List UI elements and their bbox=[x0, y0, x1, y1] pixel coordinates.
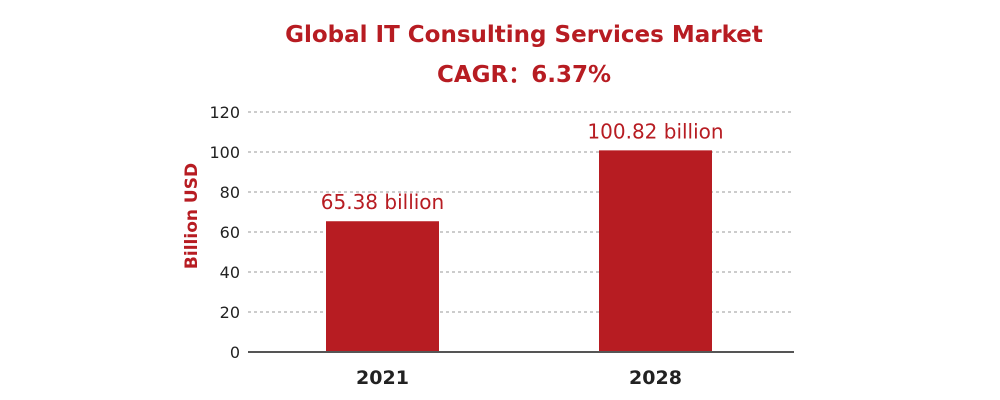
bar-2021 bbox=[326, 221, 439, 352]
y-tick-label: 120 bbox=[209, 103, 240, 122]
y-tick-label: 40 bbox=[220, 263, 240, 282]
y-tick-label: 0 bbox=[230, 343, 240, 362]
x-tick-label: 2028 bbox=[629, 367, 682, 389]
chart-subtitle: CAGR：6.37% bbox=[437, 62, 611, 88]
data-label: 65.38 billion bbox=[321, 190, 444, 214]
data-label: 100.82 billion bbox=[587, 119, 723, 143]
y-tick-label: 80 bbox=[220, 183, 240, 202]
x-tick-label: 2021 bbox=[356, 367, 409, 389]
y-axis-label: Billion USD bbox=[182, 163, 202, 269]
y-tick-label: 20 bbox=[220, 303, 240, 322]
bar-2028 bbox=[599, 150, 712, 352]
y-tick-label: 60 bbox=[220, 223, 240, 242]
chart-title: Global IT Consulting Services Market bbox=[285, 22, 763, 48]
y-tick-label: 100 bbox=[209, 143, 240, 162]
